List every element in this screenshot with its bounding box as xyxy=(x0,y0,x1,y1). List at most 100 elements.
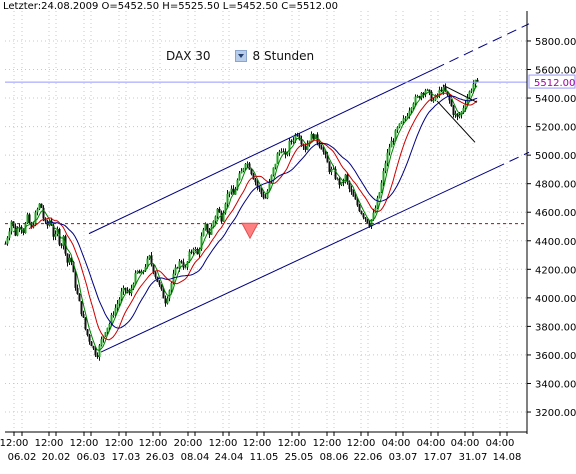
candle-up xyxy=(468,91,471,98)
candle-up xyxy=(10,221,13,232)
candle-down xyxy=(124,287,127,290)
candle-up xyxy=(114,307,117,315)
candle-up xyxy=(278,151,281,154)
candle-down xyxy=(30,223,33,228)
candle-down xyxy=(40,203,43,208)
candles xyxy=(4,77,479,361)
candle-up xyxy=(246,163,249,165)
candle-up xyxy=(378,192,381,198)
x-tick-label: 20:00 xyxy=(174,438,203,449)
candle-down xyxy=(52,225,55,237)
last-price-box xyxy=(528,74,576,89)
candle-down xyxy=(282,151,285,153)
candle-up xyxy=(130,288,133,294)
y-tick-label: 5600.00 xyxy=(535,66,576,77)
candle-down xyxy=(326,154,329,163)
candle-down xyxy=(430,91,433,102)
candle-up xyxy=(344,174,347,183)
candle-down xyxy=(422,93,425,95)
candle-down xyxy=(444,87,447,92)
x-tick-label: 17.03 xyxy=(112,452,141,463)
candle-up xyxy=(372,212,375,220)
candle-up xyxy=(310,133,313,141)
candle-up xyxy=(280,151,283,153)
candle-down xyxy=(14,226,17,236)
candle-down xyxy=(94,348,97,356)
candle-down xyxy=(440,89,443,91)
candle-down xyxy=(298,135,301,140)
candle-up xyxy=(140,271,143,274)
candle-up xyxy=(380,182,383,193)
y-tick-label: 3200.00 xyxy=(535,408,576,419)
candle-down xyxy=(4,243,7,245)
candle-up xyxy=(204,223,207,230)
candle-down xyxy=(318,142,321,147)
candle-up xyxy=(202,229,205,237)
candle-down xyxy=(248,163,251,170)
candle-up xyxy=(102,335,105,340)
candle-down xyxy=(452,106,455,115)
candle-up xyxy=(268,181,271,191)
candle-up xyxy=(144,266,147,271)
chevron-down-icon[interactable] xyxy=(234,50,247,62)
y-tick-label: 3600.00 xyxy=(535,351,576,362)
candle-down xyxy=(304,146,307,150)
x-tick-label: 06.02 xyxy=(8,452,37,463)
candle-down xyxy=(152,264,155,273)
x-tick-label: 24.04 xyxy=(215,452,244,463)
candle-down xyxy=(158,281,161,285)
candle-down xyxy=(60,244,63,246)
candle-up xyxy=(234,189,237,195)
candle-up xyxy=(132,283,135,289)
candle-down xyxy=(346,174,349,182)
moving-average-21 xyxy=(44,95,478,329)
candle-up xyxy=(186,261,189,268)
candle-up xyxy=(386,152,389,164)
candle-down xyxy=(128,291,131,294)
candle-up xyxy=(374,207,377,213)
candle-up xyxy=(168,290,171,299)
candle-up xyxy=(396,127,399,131)
candle-down xyxy=(354,196,357,200)
candle-down xyxy=(232,188,235,195)
x-tick-label: 12:00 xyxy=(313,438,342,449)
candle-up xyxy=(402,118,405,122)
x-tick-label: 12:00 xyxy=(105,438,134,449)
x-tick-label: 12:00 xyxy=(278,438,307,449)
x-tick-label: 25.05 xyxy=(285,452,314,463)
candle-down xyxy=(74,272,77,288)
candle-up xyxy=(194,249,197,251)
candle-up xyxy=(470,90,473,92)
candle-down xyxy=(82,314,85,318)
candle-up xyxy=(404,118,407,120)
candle-up xyxy=(288,140,291,153)
candle-up xyxy=(394,130,397,141)
candle-down xyxy=(76,287,79,294)
candle-up xyxy=(408,110,411,116)
candle-down xyxy=(96,355,99,358)
y-tick-label: 4400.00 xyxy=(535,237,576,248)
plot-background xyxy=(5,11,527,432)
x-tick-label: 20.02 xyxy=(42,452,71,463)
candle-down xyxy=(72,261,75,273)
candle-down xyxy=(206,223,209,232)
candle-up xyxy=(292,140,295,142)
candle-down xyxy=(322,149,325,152)
candle-down xyxy=(364,217,367,220)
candle-up xyxy=(382,170,385,183)
candle-down xyxy=(320,146,323,150)
candle-up xyxy=(270,174,273,182)
candle-up xyxy=(212,221,215,227)
candle-up xyxy=(26,214,29,224)
timeframe-label[interactable]: 8 Stunden xyxy=(252,49,315,63)
chart-legend: DAX 30 8 Stunden xyxy=(166,49,314,63)
x-tick-label: 04:00 xyxy=(486,438,515,449)
candle-up xyxy=(390,140,393,148)
candle-up xyxy=(34,212,37,226)
candle-up xyxy=(336,178,339,180)
candle-down xyxy=(328,162,331,173)
symbol-label: DAX 30 xyxy=(166,49,211,63)
candle-down xyxy=(456,113,459,117)
